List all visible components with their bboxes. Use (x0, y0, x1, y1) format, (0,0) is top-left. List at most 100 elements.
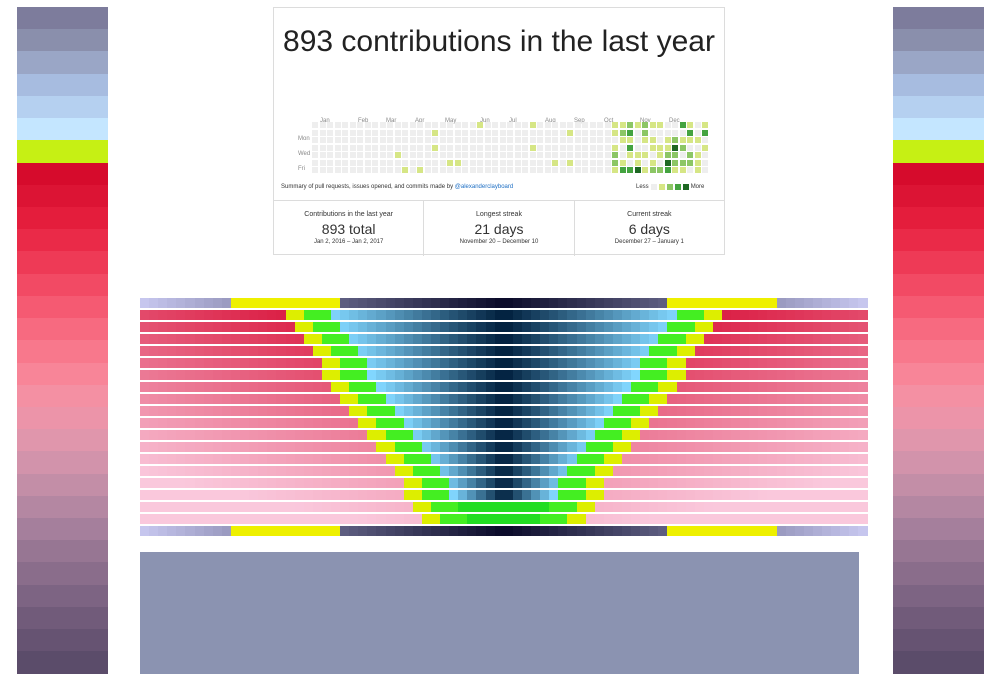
contribution-day (522, 167, 528, 173)
pyramid-cell (521, 382, 532, 392)
contribution-day (694, 144, 701, 151)
contribution-day (589, 122, 596, 128)
pyramid-cell (340, 346, 350, 356)
pyramid-cell (240, 478, 250, 488)
contribution-day (582, 167, 588, 173)
pyramid-cell (440, 382, 450, 392)
pyramid-cell (285, 502, 295, 512)
contribution-day (567, 167, 573, 173)
contribution-day (634, 122, 641, 128)
pyramid-cell (558, 430, 568, 440)
pyramid-cell (303, 514, 313, 524)
pyramid-cell (440, 490, 450, 500)
pyramid-cell (803, 454, 813, 464)
pyramid-cell (503, 322, 513, 332)
pyramid-cell (512, 370, 522, 380)
pyramid-cell (149, 382, 159, 392)
contribution-day (679, 167, 686, 173)
pyramid-cell (176, 514, 186, 524)
contribution-day (372, 167, 378, 173)
contribution-day (612, 167, 618, 173)
contribution-day (319, 159, 326, 166)
user-link[interactable]: @alexanderclayboard (454, 184, 514, 190)
contribution-day (312, 122, 318, 128)
contribution-day (544, 144, 551, 151)
pyramid-cell (594, 454, 604, 464)
pyramid-cell (449, 334, 459, 344)
pyramid-cell (340, 322, 350, 332)
pyramid-cell (140, 418, 150, 428)
pyramid-cell (321, 526, 331, 536)
contribution-day (499, 122, 506, 128)
contribution-day (477, 122, 483, 128)
contribution-day (409, 159, 416, 166)
pyramid-cell (458, 298, 468, 308)
pyramid-cell (358, 502, 368, 512)
pyramid-cell (321, 322, 331, 332)
contribution-day (327, 152, 333, 158)
pyramid-cell (167, 514, 177, 524)
strip-band (893, 273, 984, 296)
pyramid-cell (340, 310, 350, 320)
contribution-day (582, 137, 588, 143)
contribution-day (349, 167, 356, 173)
pyramid-cell (703, 346, 713, 356)
contribution-day (702, 122, 708, 128)
contribution-day (514, 129, 521, 136)
pyramid-cell (603, 334, 613, 344)
pyramid-cell (740, 358, 750, 368)
strip-band (17, 406, 108, 430)
pyramid-cell (558, 502, 568, 512)
contribution-day (409, 129, 416, 136)
pyramid-cell (858, 310, 868, 320)
contribution-day (364, 144, 371, 151)
contribution-day (522, 159, 528, 166)
contribution-day (432, 137, 438, 143)
contribution-day (327, 159, 333, 166)
pyramid-cell (267, 442, 277, 452)
pyramid-cell (240, 490, 250, 500)
pyramid-cell (658, 490, 668, 500)
pyramid-cell (694, 334, 704, 344)
pyramid-cell (794, 298, 804, 308)
pyramid-cell (194, 394, 204, 404)
pyramid-cell (494, 370, 504, 380)
pyramid-cell (240, 454, 250, 464)
contribution-day (552, 159, 558, 166)
contribution-day (514, 137, 521, 143)
pyramid-cell (321, 442, 331, 452)
pyramid-cell (576, 418, 586, 428)
pyramid-cell (185, 502, 195, 512)
contribution-day (619, 159, 626, 166)
pyramid-cell (740, 346, 750, 356)
legend-swatch (666, 184, 673, 190)
pyramid-cell (749, 430, 759, 440)
pyramid-cell (794, 478, 804, 488)
pyramid-row (140, 406, 868, 416)
pyramid-cell (294, 358, 304, 368)
pyramid-cell (703, 310, 713, 320)
contribution-day (477, 152, 483, 158)
pyramid-cell (849, 478, 859, 488)
pyramid-cell (312, 454, 322, 464)
pyramid-cell (376, 526, 386, 536)
pyramid-cell (340, 370, 350, 380)
pyramid-cell (731, 334, 741, 344)
pyramid-cell (594, 430, 604, 440)
pyramid-row (140, 502, 868, 512)
pyramid-cell (203, 358, 213, 368)
pyramid-cell (585, 322, 595, 332)
pyramid-cell (512, 442, 522, 452)
contribution-day (687, 159, 693, 166)
contribution-day (439, 144, 446, 151)
pyramid-cell (631, 358, 641, 368)
contribution-day (469, 152, 476, 158)
pyramid-cell (476, 490, 486, 500)
contribution-day (702, 152, 708, 158)
pyramid-cell (485, 406, 495, 416)
pyramid-cell (476, 430, 486, 440)
contribution-day (702, 137, 708, 143)
contribution-day (312, 137, 318, 143)
pyramid-cell (185, 514, 195, 524)
pyramid-cell (731, 358, 741, 368)
